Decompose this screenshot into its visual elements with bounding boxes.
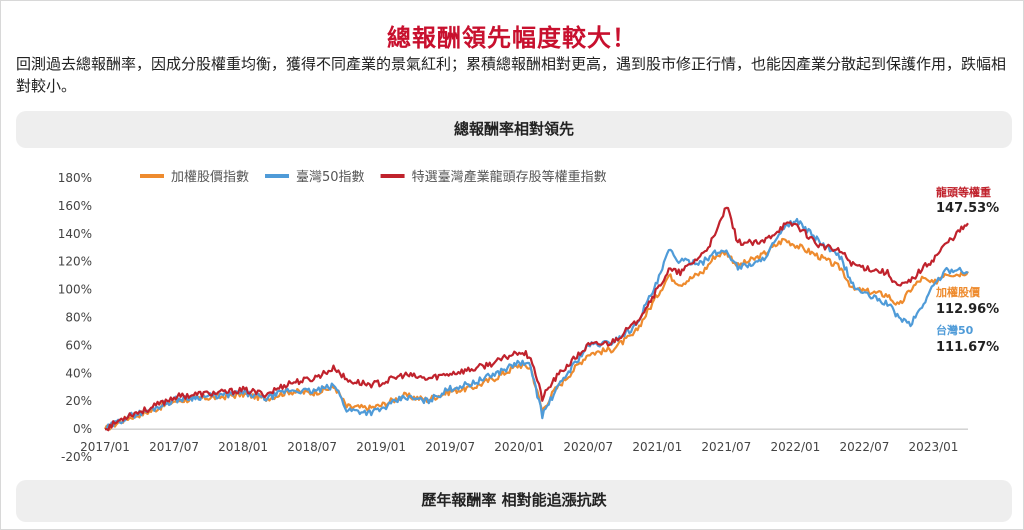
y-tick-label: 160%	[58, 199, 92, 213]
annotation-value: 147.53%	[936, 201, 999, 216]
annotation-label: 龍頭等權重	[936, 185, 991, 199]
annotation-label: 加權股價	[935, 285, 981, 299]
legend-label: 特選臺灣產業龍頭存股等權重指數	[412, 169, 607, 185]
x-tick-label: 2019/01	[356, 440, 406, 454]
x-tick-label: 2020/07	[563, 440, 613, 454]
x-tick-label: 2023/01	[909, 440, 959, 454]
series-line-0	[104, 237, 969, 431]
x-tick-label: 2022/01	[770, 440, 820, 454]
y-tick-label: -20%	[61, 450, 92, 464]
y-tick-label: 120%	[58, 255, 92, 269]
x-tick-label: 2018/01	[218, 440, 268, 454]
annotation-value: 111.67%	[936, 340, 999, 355]
series-line-2	[104, 206, 969, 432]
page-title: 總報酬領先幅度較大！	[387, 24, 637, 52]
chart-header-bar: 總報酬率相對領先	[16, 111, 1012, 148]
annotation-label: 台灣50	[936, 323, 974, 337]
y-tick-label: 40%	[65, 366, 92, 380]
legend-label: 臺灣50指數	[296, 170, 365, 185]
x-tick-label: 2021/01	[632, 440, 682, 454]
y-tick-label: 100%	[58, 283, 92, 297]
y-tick-label: 60%	[65, 338, 92, 352]
x-tick-label: 2017/07	[149, 440, 199, 454]
x-tick-label: 2022/07	[840, 440, 890, 454]
line-chart: 180%160%140%120%100%80%60%40%20%0%-20%20…	[58, 169, 1000, 464]
y-tick-label: 180%	[58, 171, 92, 185]
annotation-value: 112.96%	[936, 302, 999, 317]
x-tick-label: 2021/07	[701, 440, 751, 454]
footer-header-bar: 歷年報酬率 相對能追漲抗跌	[16, 480, 1012, 522]
y-tick-label: 0%	[73, 422, 92, 436]
y-tick-label: 80%	[65, 311, 92, 325]
y-tick-label: 140%	[58, 227, 92, 241]
x-tick-label: 2019/07	[425, 440, 475, 454]
x-tick-label: 2017/01	[80, 440, 130, 454]
legend-label: 加權股價指數	[171, 170, 249, 185]
x-tick-label: 2020/01	[494, 440, 544, 454]
x-tick-label: 2018/07	[287, 440, 337, 454]
page-description: 回測過去總報酬率，因成分股權重均衡，獲得不同產業的景氣紅利；累積總報酬相對更高，…	[16, 55, 1007, 95]
y-tick-label: 20%	[65, 394, 92, 408]
